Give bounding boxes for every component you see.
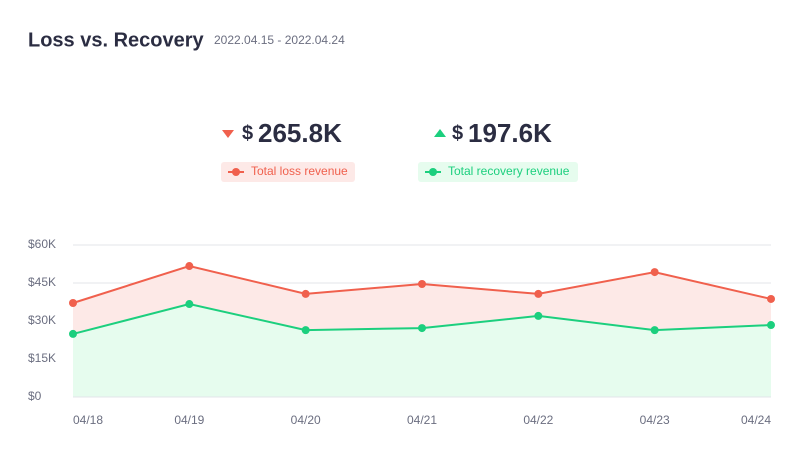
y-tick-label: $15K <box>28 351 56 365</box>
y-tick-label: $0 <box>28 389 42 403</box>
kpi-currency: $ <box>242 122 253 144</box>
point <box>301 326 310 335</box>
x-tick-label: 04/19 <box>174 413 204 427</box>
point <box>185 300 194 309</box>
point <box>534 311 543 320</box>
point <box>418 324 426 333</box>
x-tick-label: 04/21 <box>407 413 437 427</box>
point <box>650 326 659 335</box>
area <box>73 304 771 397</box>
x-tick-label: 04/20 <box>291 413 321 427</box>
legend-label: Total recovery revenue <box>448 164 570 178</box>
x-tick-label: 04/23 <box>640 413 670 427</box>
x-tick-label: 04/22 <box>523 413 553 427</box>
y-tick-label: $45K <box>28 275 56 289</box>
trend-icon <box>222 130 234 138</box>
kpi-value: 265.8K <box>258 118 342 148</box>
y-tick-label: $30K <box>28 313 56 327</box>
trend-icon <box>434 129 446 137</box>
legend-label: Total loss revenue <box>251 164 348 178</box>
y-tick-label: $60K <box>28 237 56 251</box>
x-tick-label: 04/18 <box>73 413 103 427</box>
kpi-currency: $ <box>452 122 463 144</box>
point <box>69 299 77 308</box>
legend-pill <box>418 162 578 182</box>
point <box>301 289 310 298</box>
legend-dot <box>232 168 240 176</box>
chart-title: Loss vs. Recovery <box>28 29 205 51</box>
x-tick-label: 04/24 <box>741 413 771 427</box>
point <box>185 262 194 271</box>
point <box>767 321 775 330</box>
point <box>534 289 543 298</box>
legend-pill <box>221 162 355 182</box>
point <box>767 294 775 303</box>
legend-dot <box>429 168 437 176</box>
point <box>69 329 77 338</box>
point <box>418 280 426 289</box>
chart-subtitle: 2022.04.15 - 2022.04.24 <box>214 33 345 47</box>
point <box>650 268 659 277</box>
kpi-value: 197.6K <box>468 118 552 148</box>
